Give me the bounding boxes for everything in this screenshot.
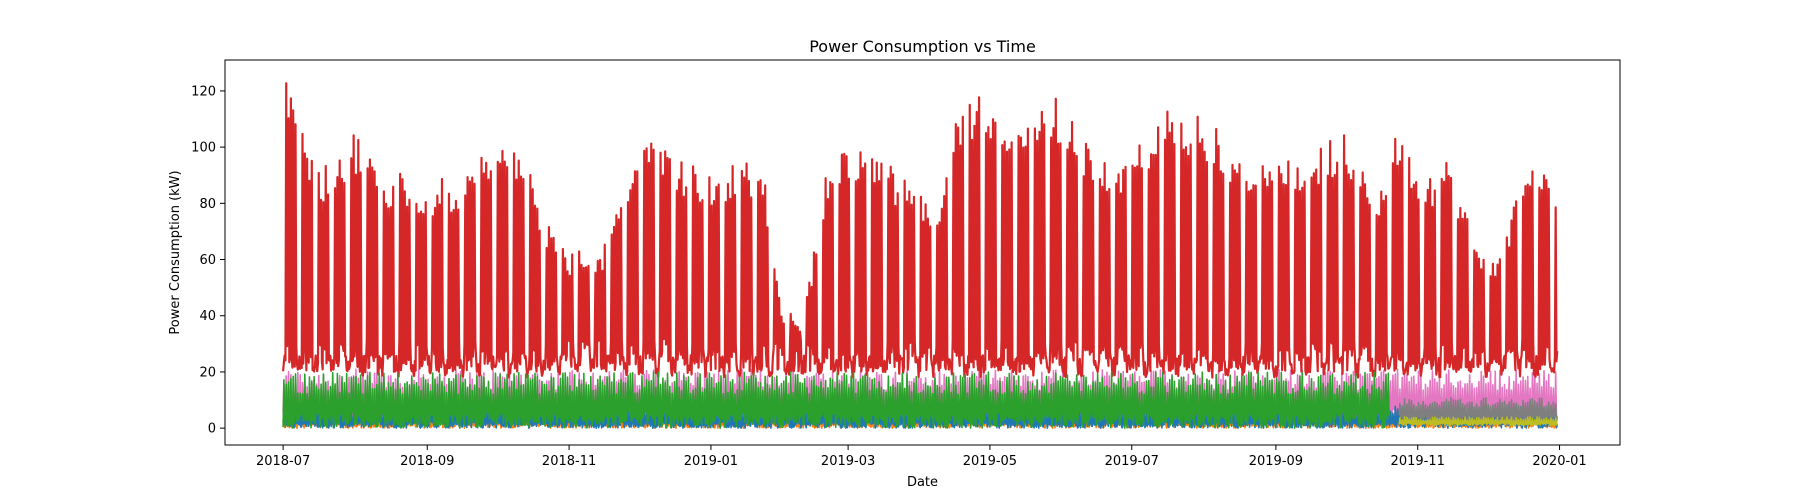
y-tick-label: 40: [199, 309, 216, 324]
y-tick-label: 80: [199, 197, 216, 212]
x-tick-label: 2019-01: [684, 454, 738, 469]
x-tick-label: 2019-07: [1105, 454, 1159, 469]
x-tick-label: 2019-03: [821, 454, 875, 469]
y-tick-label: 100: [191, 141, 216, 156]
x-tick-label: 2019-09: [1249, 454, 1303, 469]
series-line: [282, 371, 1391, 429]
x-tick-label: 2020-01: [1532, 454, 1586, 469]
x-axis-label: Date: [907, 475, 938, 490]
y-tick-label: 60: [199, 253, 216, 268]
x-tick-label: 2019-05: [963, 454, 1017, 469]
x-tick-label: 2018-07: [256, 454, 310, 469]
series-line: [1398, 416, 1558, 427]
x-axis: 2018-07 2018-09 2018-11 2019-01 2019-03 2019-…: [256, 445, 1587, 469]
y-tick-label: 120: [191, 84, 216, 99]
x-tick-label: 2018-11: [542, 454, 596, 469]
plot-frame: [224, 59, 1621, 446]
x-tick-label: 2019-11: [1391, 454, 1445, 469]
y-axis: 0 20 40 60 80 100 120: [191, 84, 225, 437]
chart-title: Power Consumption vs Time: [809, 37, 1036, 56]
x-tick-label: 2018-09: [400, 454, 454, 469]
series-layer: [282, 82, 1559, 429]
y-tick-label: 0: [208, 422, 216, 437]
y-tick-label: 20: [199, 365, 216, 380]
y-axis-label: Power Consumption (kW): [168, 170, 183, 334]
series-line: [282, 82, 1559, 379]
